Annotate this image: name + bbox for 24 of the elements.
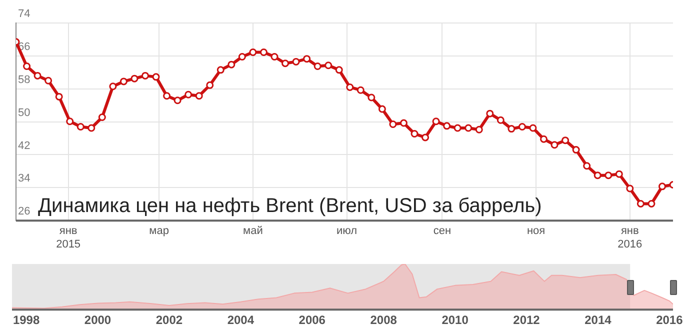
x-tick-label: май: [243, 225, 263, 238]
x-tick-label: 2012: [513, 313, 540, 328]
text: Динамика цен на нефть Brent (Brent, USD за баррель): [38, 195, 542, 218]
x-tick-label: 2004: [227, 313, 254, 328]
x-tick-label: 2002: [156, 313, 183, 328]
y-tick-label: 50: [18, 106, 30, 119]
y-tick-label: 34: [18, 172, 30, 185]
x-tick-label: 2010: [442, 313, 469, 328]
x-tick-label: 2000: [84, 313, 112, 328]
x-tick-label: сен: [433, 225, 452, 238]
x-tick-label: 2008: [370, 313, 398, 328]
x-tick-label: 2014: [584, 313, 612, 328]
x-tick-label: мар: [149, 225, 169, 238]
y-tick-label: 74: [18, 8, 30, 20]
x-tick-label: 2006: [298, 313, 326, 328]
y-tick-label: 26: [18, 206, 30, 218]
y-tick-label: 42: [18, 140, 30, 152]
x-tick-label: янв 2015: [56, 225, 81, 250]
x-tick-label: янв 2016: [618, 225, 642, 250]
x-tick-label: июл: [336, 225, 358, 238]
x-tick-label: ноя: [526, 225, 546, 238]
y-tick-label: 58: [18, 74, 30, 86]
x-tick-label: 1998: [12, 313, 40, 328]
x-tick-label: 2016: [656, 313, 684, 328]
